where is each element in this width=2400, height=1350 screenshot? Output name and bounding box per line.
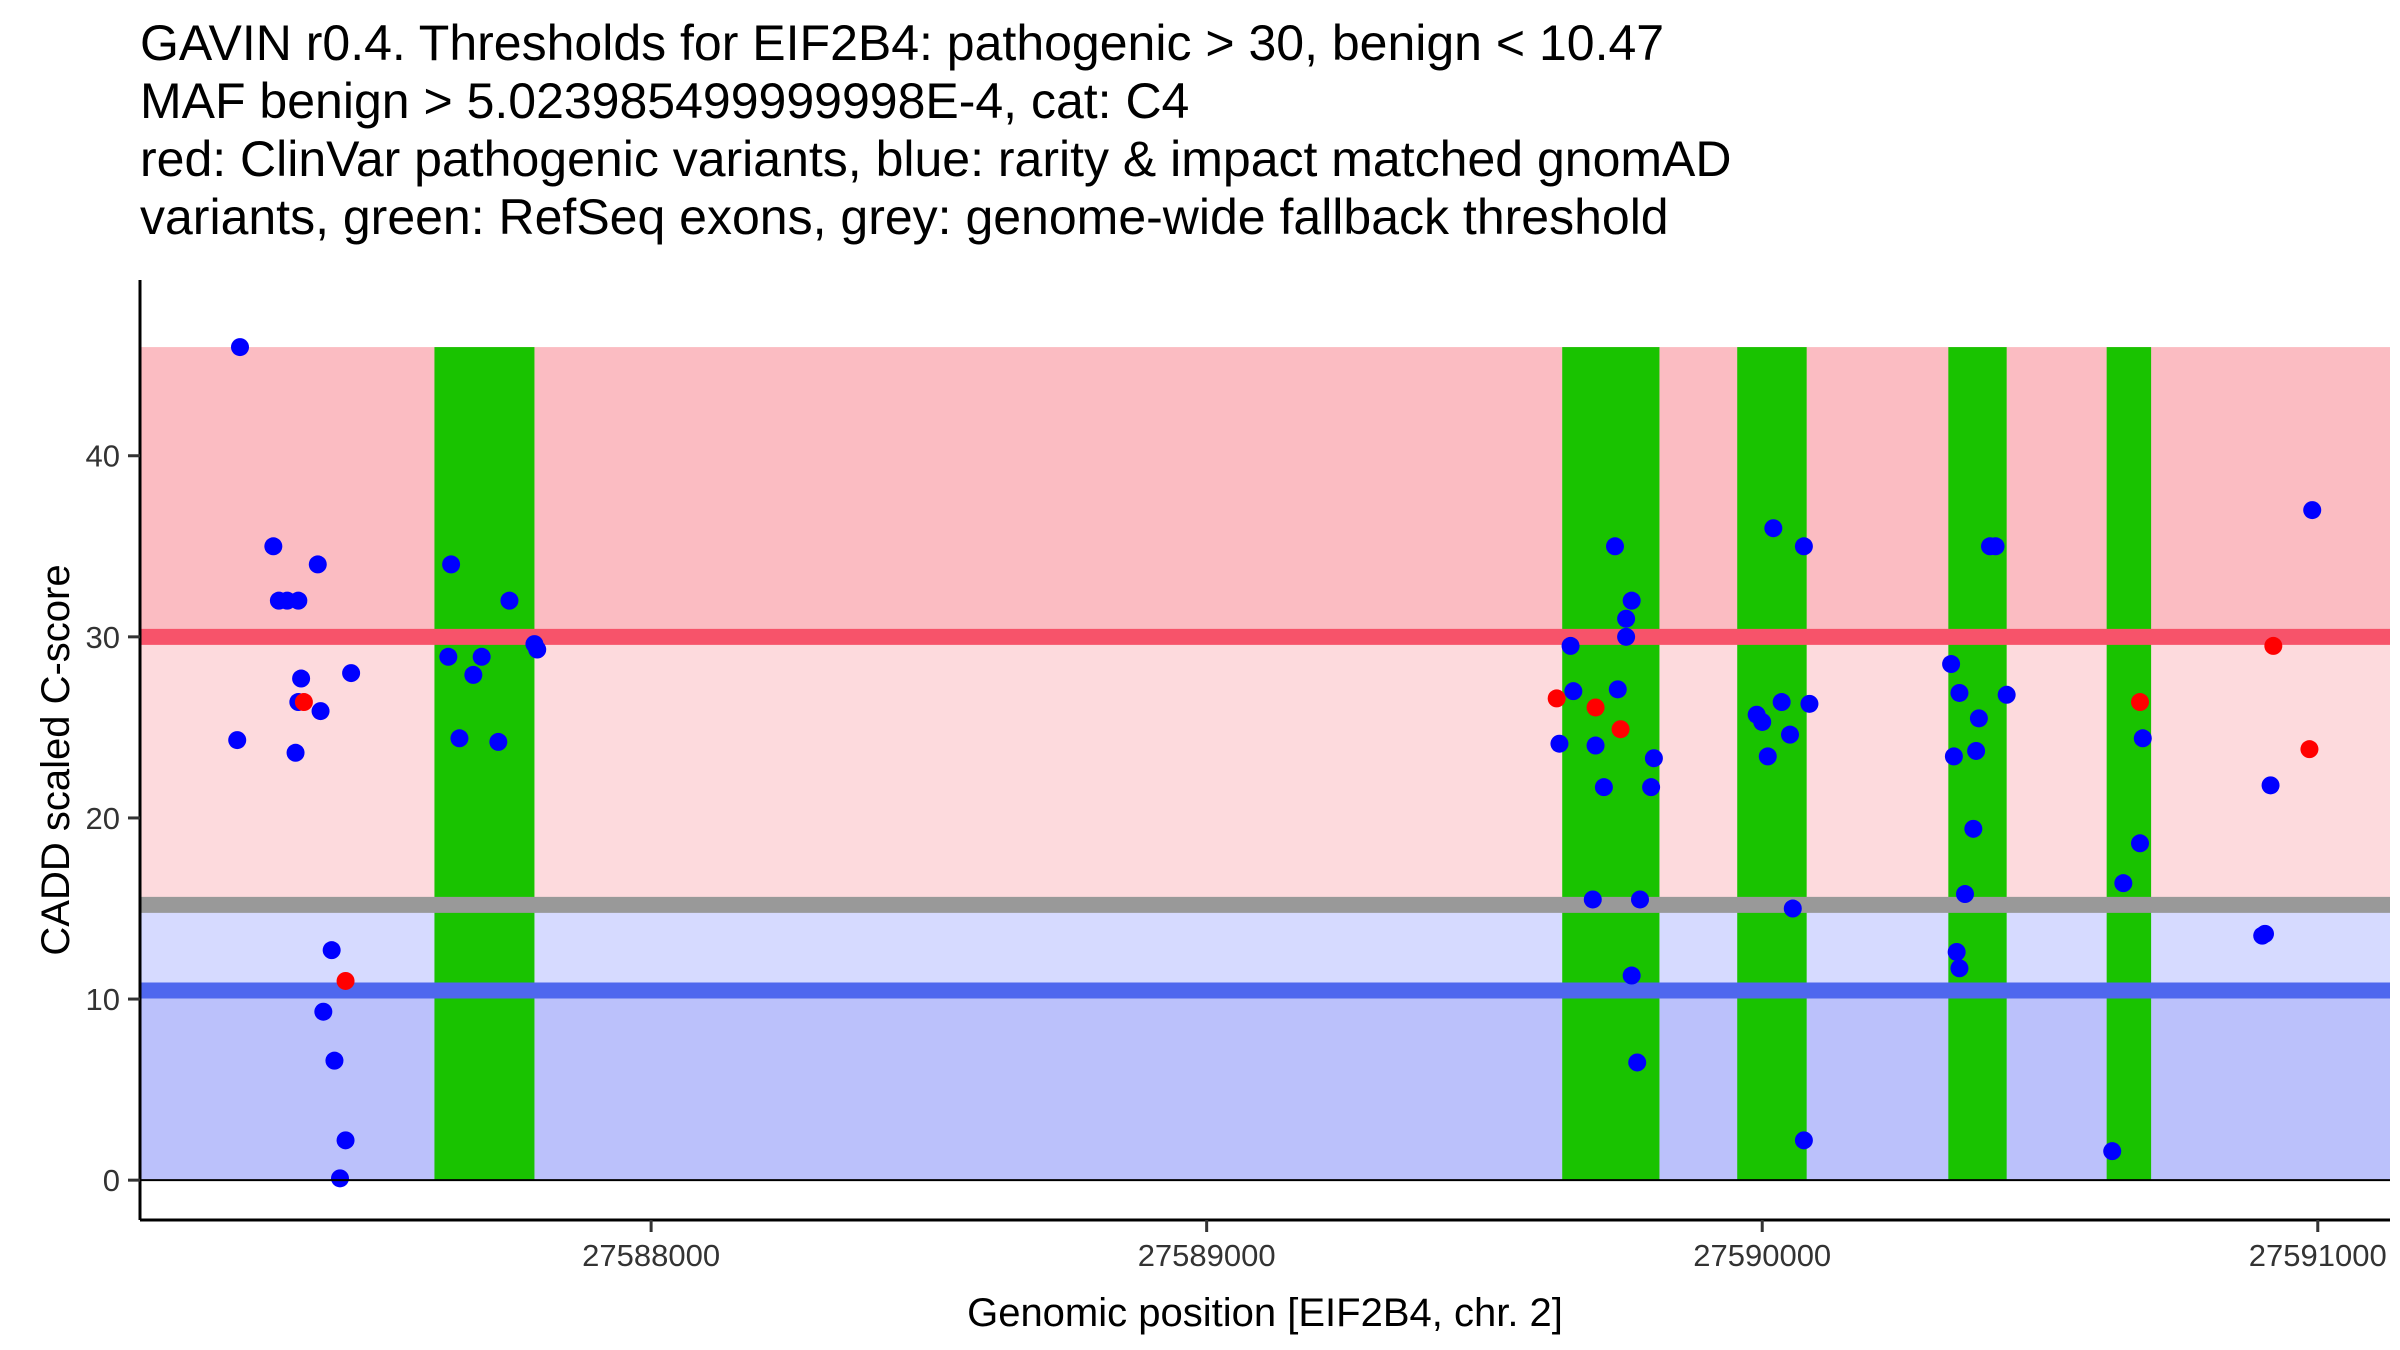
exon-bar-5 [2106, 347, 2152, 1181]
gnomad-point-59 [1964, 819, 1983, 838]
x-tick-label-1: 27588000 [582, 1238, 720, 1273]
gnomad-point-3 [264, 537, 283, 556]
clinvar-point-6 [2131, 693, 2149, 712]
x-tick-label-3: 27590000 [1693, 1238, 1831, 1273]
gnomad-point-37 [1622, 591, 1641, 610]
gnomad-point-61 [1969, 709, 1988, 728]
gnomad-point-71 [2261, 776, 2280, 795]
gnomad-point-9 [292, 669, 311, 688]
clinvar-point-3 [1547, 689, 1566, 708]
gnomad-point-50 [1794, 537, 1813, 556]
gnomad-point-38 [1622, 966, 1641, 985]
gnomad-point-17 [342, 664, 361, 683]
gnomad-point-10 [308, 555, 327, 574]
gnomad-point-44 [1753, 712, 1772, 731]
gnomad-point-8 [286, 743, 305, 762]
gnomad-point-64 [1997, 685, 2016, 704]
threshold-lines [140, 628, 2390, 999]
gnomad-point-56 [1950, 683, 1969, 702]
gnomad-point-16 [336, 1131, 355, 1150]
gnomad-point-48 [1781, 725, 1799, 744]
gnomad-point-57 [1950, 959, 1969, 978]
gnomad-point-29 [1564, 682, 1583, 701]
gnomad-point-36 [1617, 627, 1636, 646]
exon-bar-2 [1562, 347, 1660, 1181]
axis-ticks: 27588000 27589000 27590000 27591000 0 10 20 30 4… [86, 439, 2387, 1273]
gnomad-point-72 [2303, 501, 2322, 520]
gnomad-point-28 [1561, 636, 1580, 655]
gnomad-point-54 [1944, 747, 1963, 766]
clinvar-point-8 [2300, 740, 2319, 759]
gnomad-point-30 [1583, 890, 1602, 909]
axes [138, 280, 2390, 1222]
gnomad-point-60 [1967, 741, 1986, 760]
y-tick-label-1: 0 [103, 1163, 120, 1198]
gnomad-point-58 [1956, 885, 1974, 904]
gnomad-point-70 [2256, 924, 2274, 943]
x-axis-title: Genomic position [EIF2B4, chr. 2] [967, 1291, 1563, 1335]
gnomad-point-46 [1764, 519, 1783, 538]
clinvar-point-2 [336, 971, 355, 990]
gnomad-point-68 [2133, 729, 2152, 748]
y-tick-label-3: 20 [86, 801, 120, 836]
gnomad-point-49 [1783, 899, 1802, 918]
gnomad-point-13 [322, 941, 341, 960]
x-tick-label-4: 27591000 [2249, 1238, 2387, 1273]
gnomad-point-34 [1608, 680, 1627, 699]
gnomad-point-51 [1794, 1131, 1813, 1150]
gnomad-point-23 [489, 732, 508, 751]
gnomad-point-47 [1772, 693, 1791, 712]
gnomad-point-45 [1758, 747, 1777, 766]
gnomad-point-11 [311, 702, 330, 721]
gnomad-point-35 [1617, 609, 1636, 628]
chart-title-line-2: MAF benign > 5.023985499999998E-4, cat: … [140, 73, 1190, 129]
y-tick-label-5: 40 [86, 439, 120, 474]
x-tick-label-2: 27589000 [1138, 1238, 1276, 1273]
gnomad-point-1 [231, 338, 249, 357]
gnomad-point-21 [464, 665, 483, 684]
gnomad-point-6 [289, 591, 308, 610]
gnomad-point-66 [2114, 874, 2133, 893]
exon-bar-1 [434, 347, 535, 1181]
gnomad-point-14 [325, 1051, 344, 1070]
gnomad-point-65 [2103, 1142, 2122, 1161]
y-axis-title: CADD scaled C-score [34, 564, 78, 955]
gnomad-point-53 [1942, 655, 1961, 674]
chart-title-line-1: GAVIN r0.4. Thresholds for EIF2B4: patho… [140, 15, 1665, 71]
clinvar-point-1 [294, 693, 313, 712]
gnomad-point-15 [331, 1169, 349, 1188]
data-points [228, 338, 2322, 1188]
gnomad-point-18 [442, 555, 461, 574]
exon-bars [434, 347, 2152, 1181]
gnomad-point-33 [1606, 537, 1624, 556]
gnomad-point-32 [1594, 778, 1613, 797]
clinvar-point-7 [2264, 636, 2283, 655]
gnomad-point-67 [2131, 834, 2149, 853]
clinvar-point-5 [1611, 720, 1630, 739]
gnomad-point-24 [500, 591, 519, 610]
gnomad-point-31 [1586, 736, 1605, 755]
chart-title-line-3: red: ClinVar pathogenic variants, blue: … [140, 131, 1732, 187]
gnomad-point-20 [450, 729, 469, 748]
gnomad-point-22 [472, 647, 491, 666]
gnomad-point-27 [1550, 734, 1569, 753]
gnomad-point-52 [1800, 694, 1819, 713]
gnomad-point-19 [439, 647, 458, 666]
y-tick-label-2: 10 [86, 982, 120, 1017]
gnomad-point-12 [314, 1002, 333, 1021]
gnomad-point-2 [228, 731, 247, 750]
chart-title: GAVIN r0.4. Thresholds for EIF2B4: patho… [140, 14, 2380, 246]
chart-title-line-4: variants, green: RefSeq exons, grey: gen… [140, 189, 1669, 245]
gnomad-point-42 [1644, 749, 1663, 768]
gnomad-point-55 [1947, 942, 1966, 961]
clinvar-point-4 [1586, 698, 1605, 717]
gnomad-point-40 [1631, 890, 1649, 909]
gnomad-point-39 [1628, 1053, 1647, 1072]
gnomad-point-26 [528, 640, 547, 659]
y-tick-label-4: 30 [86, 620, 120, 655]
gnomad-point-41 [1642, 778, 1661, 797]
gnomad-point-63 [1986, 537, 2005, 556]
